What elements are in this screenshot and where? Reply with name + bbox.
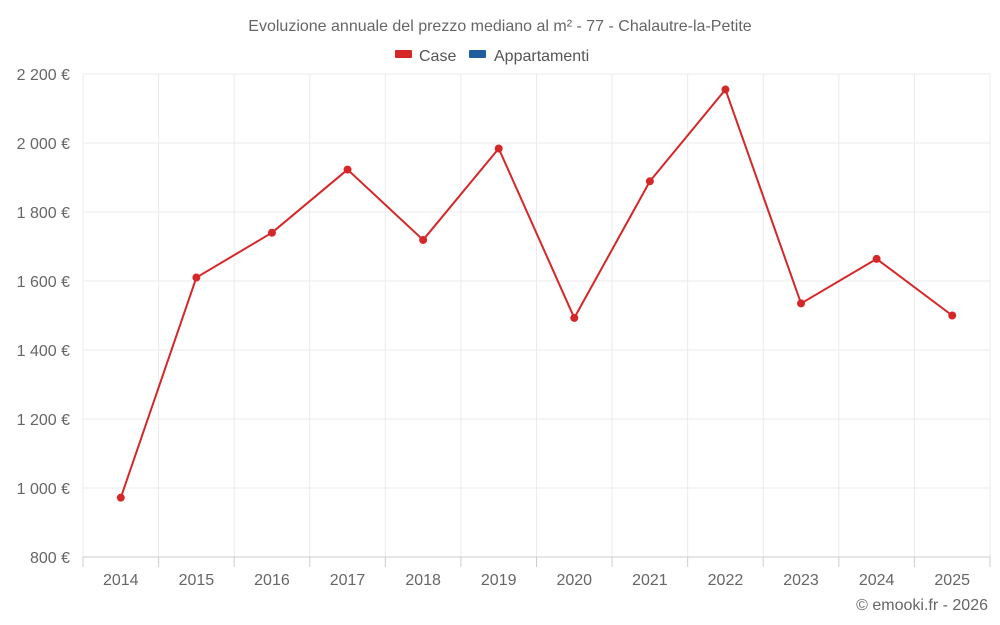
y-tick-label: 1 600 € (17, 274, 70, 291)
legend-swatch-appartamenti (469, 50, 486, 58)
y-tick-label: 800 € (30, 550, 70, 567)
y-tick-label: 2 200 € (17, 67, 70, 84)
series-case (116, 85, 957, 502)
x-tick-label: 2021 (632, 572, 668, 589)
x-tick-label: 2024 (859, 572, 895, 589)
data-point-case[interactable] (797, 299, 806, 308)
y-tick-label: 1 400 € (17, 343, 70, 360)
legend-swatch-case (395, 50, 412, 58)
grid (82, 73, 991, 558)
data-point-case[interactable] (872, 254, 881, 263)
data-point-case[interactable] (192, 273, 201, 282)
y-tick-label: 1 200 € (17, 412, 70, 429)
x-tick-label: 2020 (556, 572, 592, 589)
data-point-case[interactable] (721, 85, 730, 94)
legend-label-appartamenti: Appartamenti (494, 48, 589, 65)
y-tick-label: 1 000 € (17, 481, 70, 498)
x-tick-label: 2018 (405, 572, 441, 589)
y-axis: 800 € 1 000 € 1 200 € 1 400 € 1 600 € 1 800 €… (17, 67, 70, 567)
credit-text: © emooki.fr - 2026 (856, 597, 988, 614)
x-axis: 2014 2015 2016 2017 2018 2019 2020 2021 2022 2023… (82, 556, 991, 589)
data-point-case[interactable] (343, 165, 352, 174)
legend-label-case: Case (419, 48, 456, 65)
x-tick-label: 2022 (708, 572, 744, 589)
chart-title: Evoluzione annuale del prezzo mediano al… (248, 18, 751, 35)
x-tick-label: 2016 (254, 572, 290, 589)
data-point-case[interactable] (267, 228, 276, 237)
x-tick-label: 2023 (783, 572, 819, 589)
data-point-case[interactable] (948, 311, 957, 320)
data-point-case[interactable] (419, 235, 428, 244)
legend: Case Appartamenti (395, 48, 589, 65)
x-tick-label: 2025 (934, 572, 970, 589)
data-point-case[interactable] (116, 493, 125, 502)
data-point-case[interactable] (645, 177, 654, 186)
legend-item-case[interactable]: Case (395, 48, 456, 65)
y-tick-label: 2 000 € (17, 136, 70, 153)
x-tick-label: 2014 (103, 572, 139, 589)
x-tick-label: 2017 (330, 572, 366, 589)
y-tick-label: 1 800 € (17, 205, 70, 222)
legend-item-appartamenti[interactable]: Appartamenti (469, 48, 589, 65)
x-tick-label: 2019 (481, 572, 517, 589)
data-point-case[interactable] (494, 144, 503, 153)
data-point-case[interactable] (570, 313, 579, 322)
x-tick-label: 2015 (179, 572, 215, 589)
series-line-case (119, 88, 953, 498)
